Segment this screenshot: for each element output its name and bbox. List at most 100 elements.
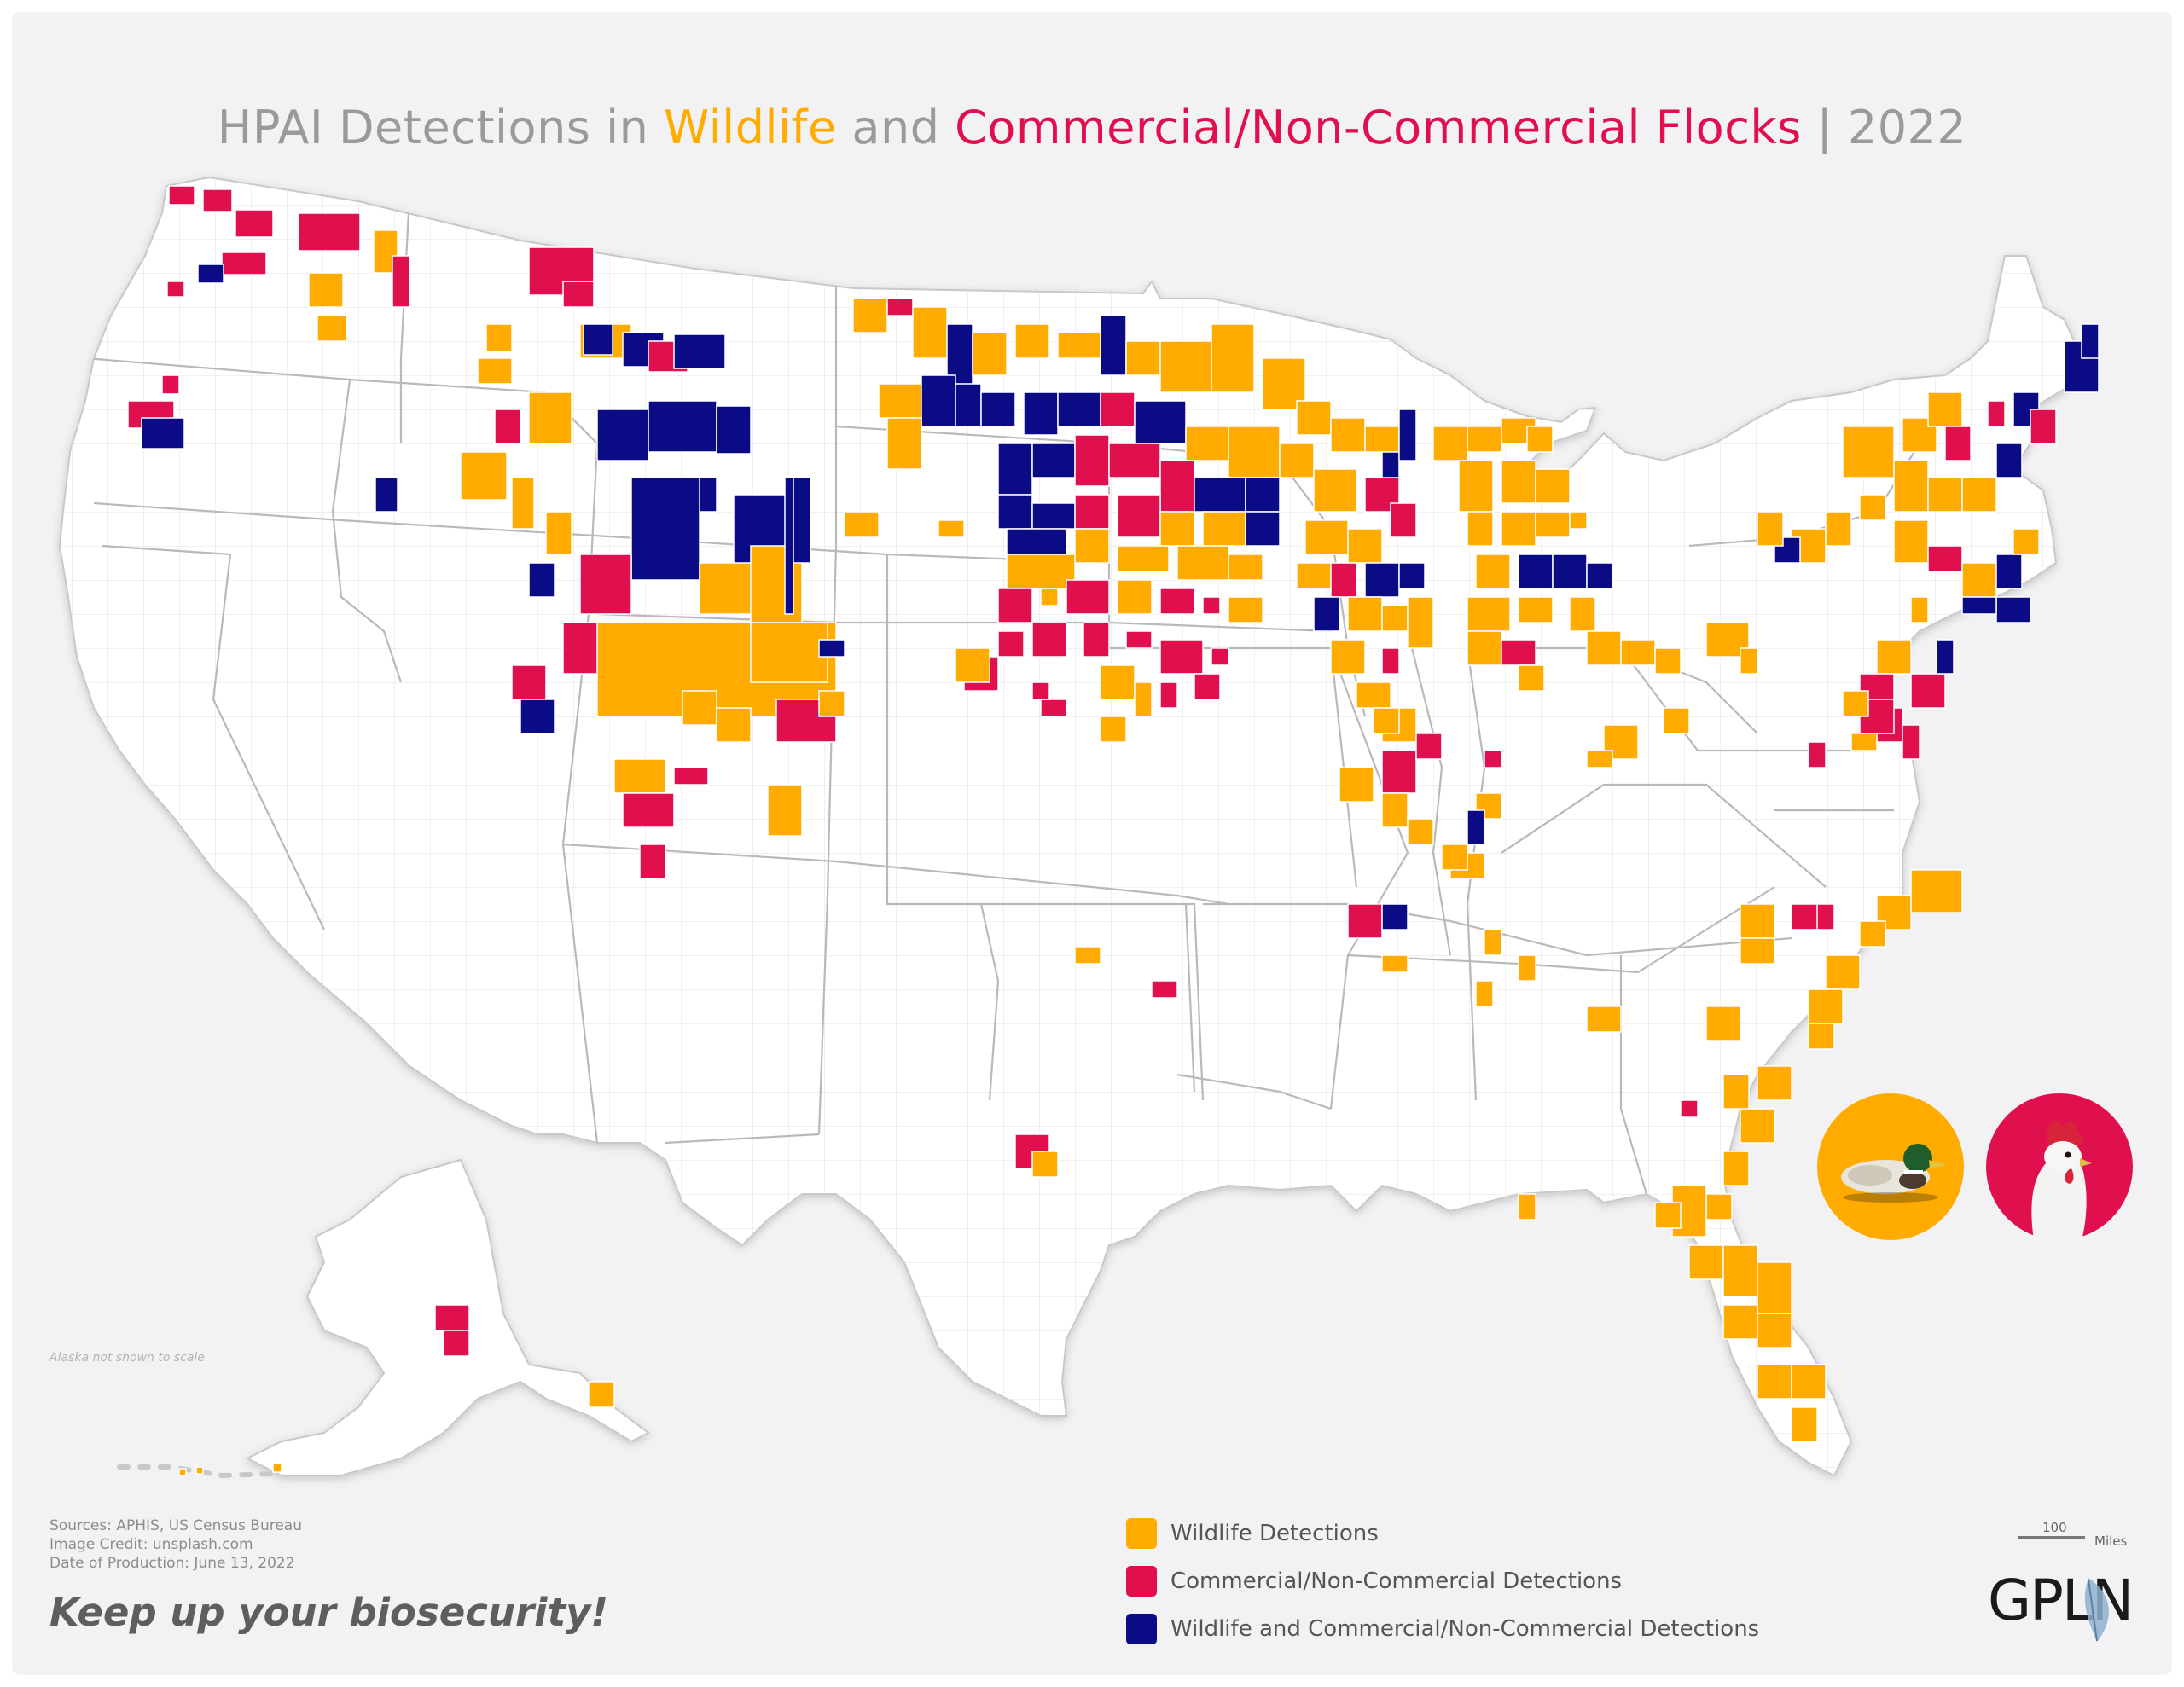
wildlife-county [1757,1313,1792,1348]
legend-item-commercial: Commercial/Non-Commercial Detections [1126,1557,1759,1605]
scale-value: 100 [2042,1520,2067,1535]
wildlife-county [1620,639,1656,666]
both-county [1031,443,1076,478]
commercial-county [1381,750,1417,794]
wildlife-county [1722,1304,1758,1340]
wildlife-county [1347,596,1383,632]
commercial-county [1347,903,1383,939]
wildlife-county [1859,494,1886,521]
wildlife-county [1518,664,1545,692]
wildlife-county [2013,528,2040,555]
wildlife-county [1705,1006,1741,1041]
both-county [716,405,752,455]
wildlife-county [1927,477,1963,513]
wildlife-county [485,323,513,352]
wildlife-county [1117,545,1170,572]
wildlife-county [1467,596,1511,632]
commercial-county [1074,434,1110,487]
wildlife-county [1467,426,1502,453]
both-county [1023,391,1059,436]
wildlife-county [1467,630,1502,666]
commercial-county [166,281,185,298]
wildlife-county [1825,954,1861,990]
commercial-county [1484,750,1502,768]
wildlife-county [1791,1364,1827,1400]
both-county [997,443,1033,496]
both-county [2081,323,2100,359]
both-county [1057,391,1101,427]
legend-label-commercial: Commercial/Non-Commercial Detections [1170,1568,1623,1594]
legend-label-both: Wildlife and Commercial/Non-Commercial D… [1170,1616,1760,1642]
both-county [793,477,811,564]
commercial-county [1125,630,1153,649]
commercial-county [562,281,595,308]
wildlife-county [1057,332,1101,359]
wildlife-county [1364,426,1400,453]
wildlife-county [1313,468,1357,513]
commercial-county [997,630,1025,658]
wildlife-county [1961,477,1997,513]
wildlife-county [178,1468,187,1476]
commercial-county [1100,391,1136,427]
wildlife-county [1475,980,1494,1007]
commercial-county [1031,622,1067,658]
commercial-county [1194,673,1221,700]
commercial-county [997,588,1033,623]
wildlife-county [1910,869,1963,913]
commercial-county [298,212,361,252]
wildlife-county [1586,750,1613,768]
wildlife-county [1569,511,1588,530]
commercial-county [1381,647,1400,675]
commercial-county [1159,460,1195,513]
wildlife-county [1850,733,1878,751]
wildlife-county [1373,707,1400,734]
alaska-scale-note: Alaska not shown to scale [49,1351,205,1365]
commercial-county [1083,622,1110,658]
commercial-county [1151,980,1178,999]
wildlife-county [1876,639,1912,675]
wildlife-county [1441,844,1468,871]
title-flocks: Commercial/Non-Commercial Flocks [955,101,1802,154]
wildlife-county [460,451,508,501]
both-county [784,477,794,615]
commercial-county [1117,494,1161,538]
wildlife-county [1330,639,1366,675]
commercial-county [1910,673,1946,709]
wildlife-county [1535,511,1571,538]
wildlife-county [1961,562,1997,598]
wildlife-county [588,1381,615,1408]
legend-swatch-wildlife [1126,1518,1157,1549]
wildlife-county [1808,988,1844,1024]
both-county [520,699,555,734]
wildlife-county [1722,1244,1758,1297]
commercial-county [639,844,666,879]
commercial-county [494,409,521,444]
wildlife-county [1740,647,1758,675]
wildlife-county [1705,1193,1733,1220]
both-county [673,333,726,369]
both-county [1995,554,2023,589]
wildlife-county [1757,1364,1792,1400]
commercial-county [1074,494,1110,530]
commercial-county [1040,699,1067,717]
both-county [1364,562,1400,598]
both-county [1995,443,2023,478]
wildlife-county [528,391,572,444]
wildlife-county [1279,443,1315,478]
wildlife-county [1586,630,1622,666]
commercial-county [235,209,274,238]
wildlife-county [317,315,347,342]
commercial-county [1159,588,1195,615]
credits-date: Date of Production: June 13, 2022 [49,1555,295,1572]
both-county [1245,477,1281,513]
legend-label-wildlife: Wildlife Detections [1170,1521,1379,1546]
wildlife-county [1501,511,1536,547]
both-county [1134,400,1187,444]
commercial-county [1108,443,1161,478]
wildlife-county [1296,562,1332,589]
commercial-county [1927,545,1963,572]
title-wildlife: Wildlife [664,101,837,154]
commercial-county [161,374,180,395]
both-county [997,494,1033,530]
commercial-county [1330,562,1357,598]
